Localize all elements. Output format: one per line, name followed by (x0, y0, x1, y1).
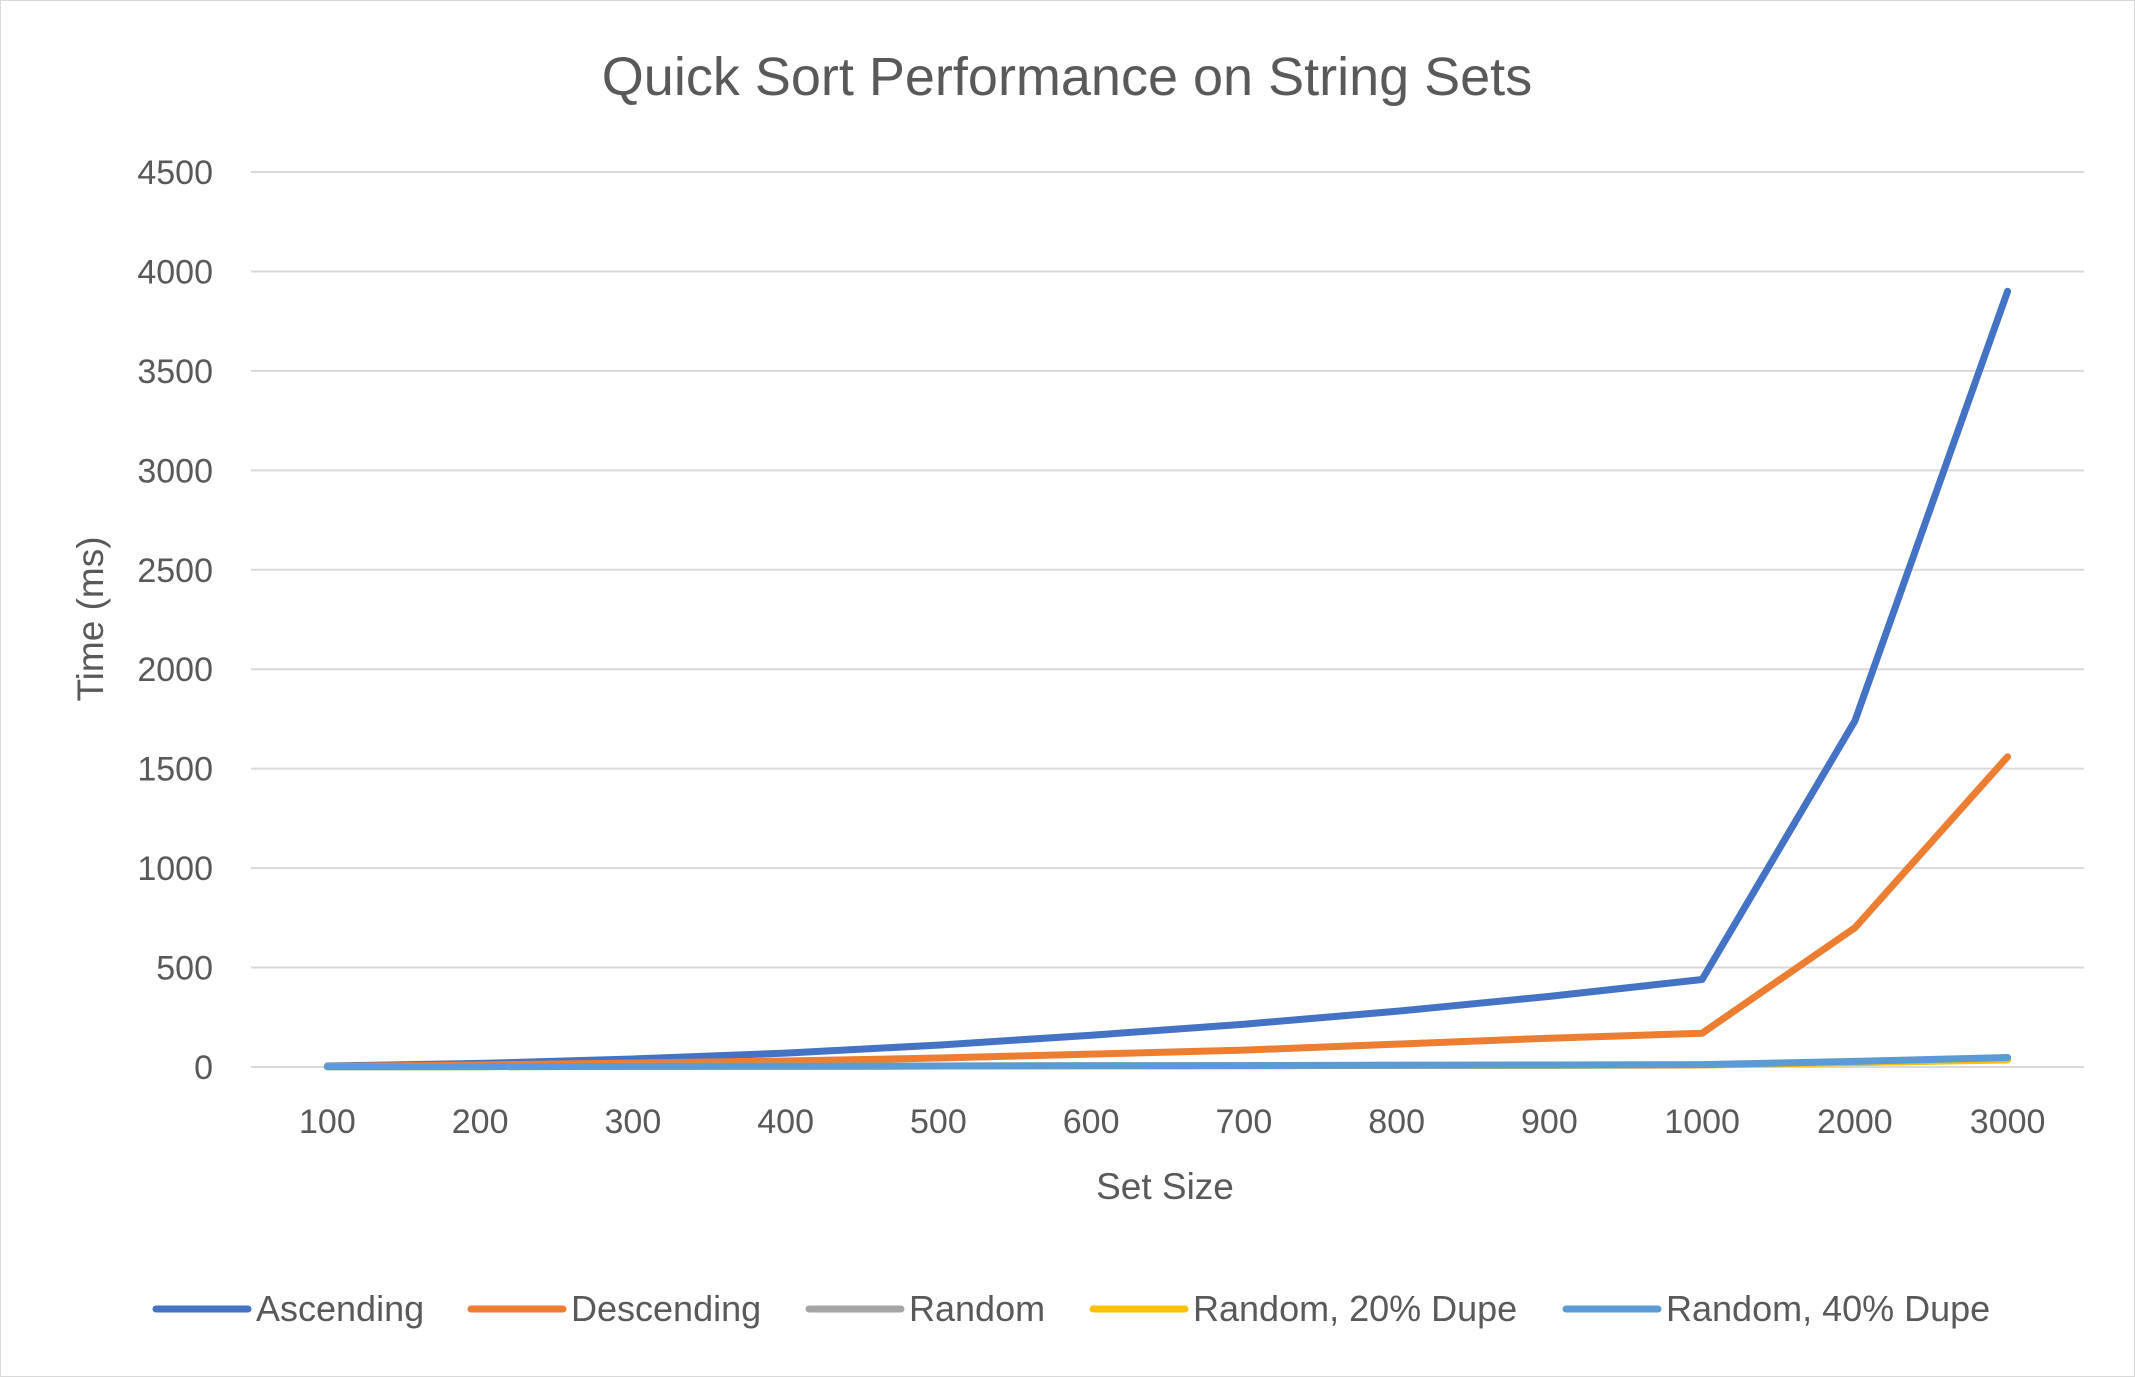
legend: Ascending Descending Random Random, 20% Dup… (152, 1288, 1990, 1329)
legend-item: Random, 20% Dupe (1089, 1288, 1517, 1329)
x-axis-ticks: 100 200 300 400 500 600 700 800 900 1000 2000 3000 (299, 1103, 2045, 1141)
legend-label: Random (909, 1288, 1045, 1329)
y-tick-label: 1500 (137, 751, 213, 789)
legend-item: Ascending (152, 1288, 424, 1329)
y-axis-ticks: 0 500 1000 1500 2000 2500 3000 3500 4000 4500 (137, 154, 213, 1087)
legend-label: Random, 20% Dupe (1193, 1288, 1517, 1329)
legend-item: Random (805, 1288, 1045, 1329)
y-tick-label: 500 (156, 950, 213, 988)
x-tick-label: 700 (1216, 1103, 1273, 1141)
y-axis-title: Time (ms) (70, 536, 111, 701)
series-line-4 (323, 1054, 2012, 1071)
legend-label: Ascending (256, 1288, 424, 1329)
y-tick-label: 4500 (137, 154, 213, 192)
x-axis-title: Set Size (1096, 1166, 1234, 1207)
x-tick-label: 100 (299, 1103, 356, 1141)
y-tick-label: 0 (194, 1049, 213, 1087)
chart-title: Quick Sort Performance on String Sets (602, 47, 1532, 107)
series-line-0 (323, 287, 2012, 1070)
y-tick-label: 2000 (137, 651, 213, 689)
x-tick-label: 500 (910, 1103, 967, 1141)
y-tick-label: 1000 (137, 850, 213, 888)
y-tick-label: 2500 (137, 552, 213, 590)
x-tick-label: 200 (452, 1103, 509, 1141)
x-tick-label: 800 (1368, 1103, 1425, 1141)
gridlines (251, 171, 2084, 1068)
y-tick-label: 4000 (137, 253, 213, 291)
x-tick-label: 400 (757, 1103, 814, 1141)
x-tick-label: 3000 (1970, 1103, 2046, 1141)
x-tick-label: 1000 (1664, 1103, 1740, 1141)
legend-item: Descending (467, 1288, 761, 1329)
y-tick-label: 3000 (137, 452, 213, 490)
legend-label: Descending (571, 1288, 761, 1329)
legend-item: Random, 40% Dupe (1562, 1288, 1990, 1329)
y-tick-label: 3500 (137, 353, 213, 391)
x-tick-label: 2000 (1817, 1103, 1893, 1141)
legend-label: Random, 40% Dupe (1666, 1288, 1990, 1329)
series-line-1 (323, 753, 2012, 1070)
x-tick-label: 300 (605, 1103, 662, 1141)
x-tick-label: 600 (1063, 1103, 1120, 1141)
series-lines (323, 287, 2012, 1071)
x-tick-label: 900 (1521, 1103, 1578, 1141)
